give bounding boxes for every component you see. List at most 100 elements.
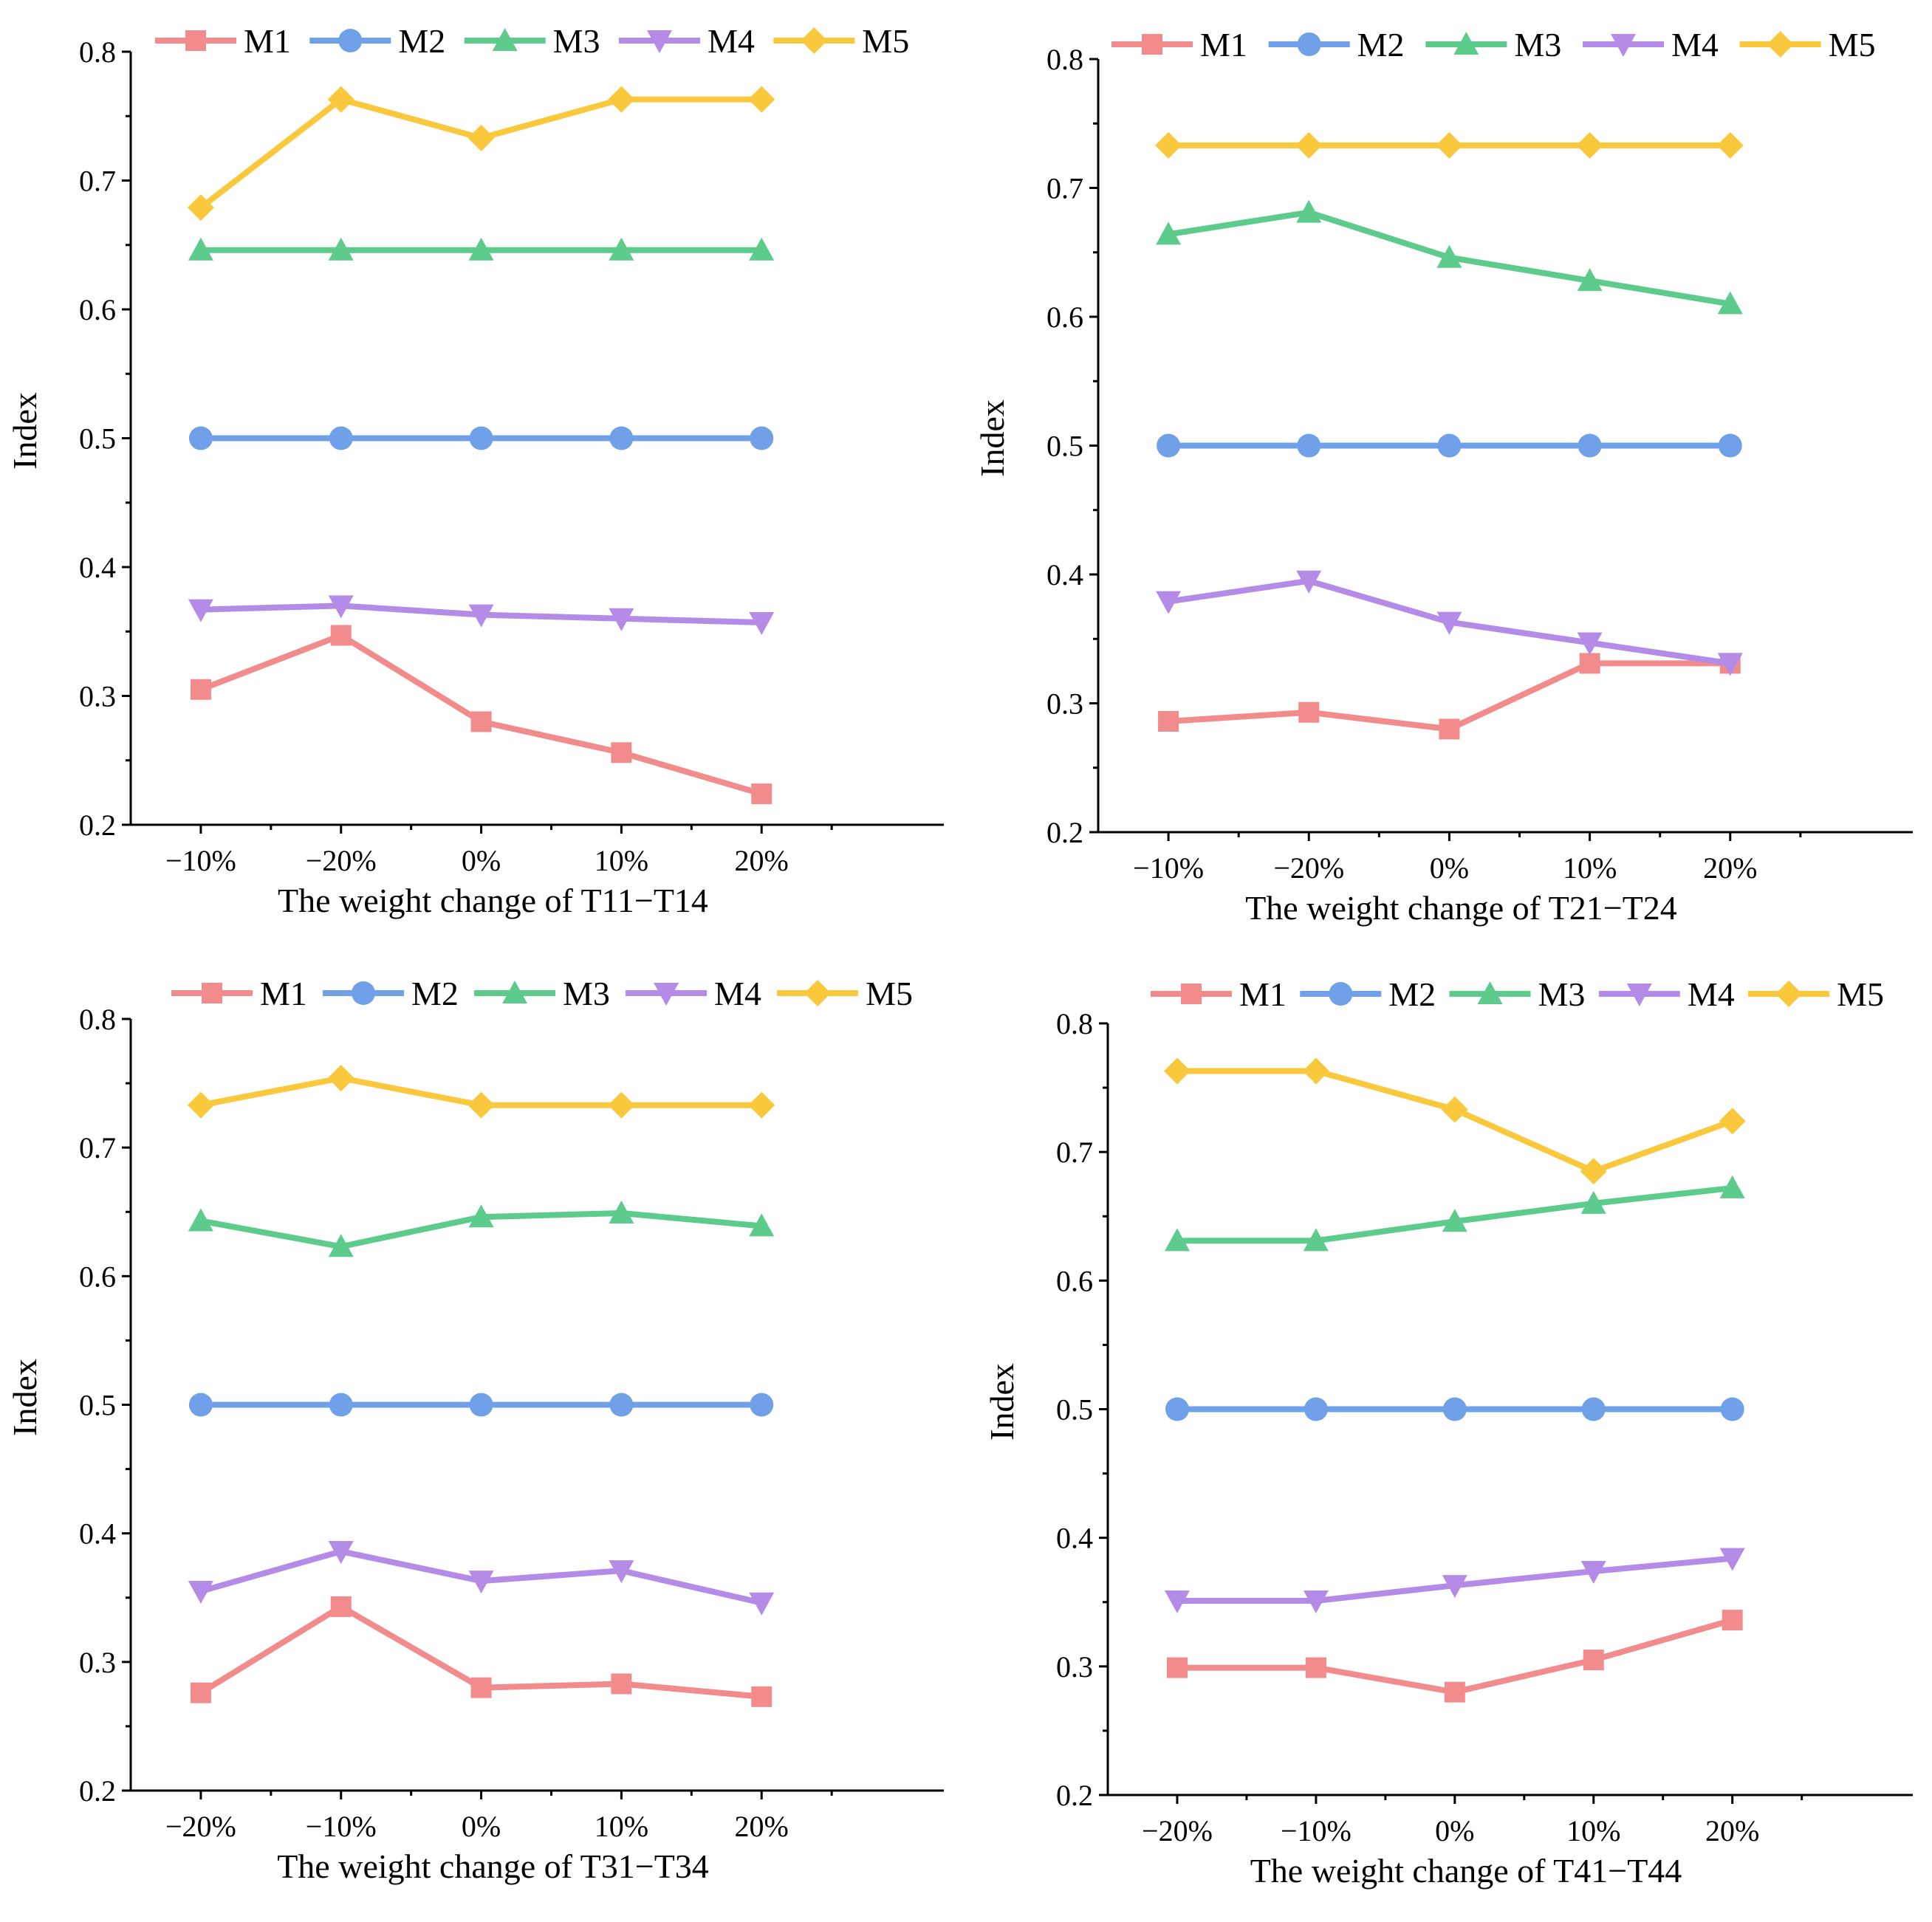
legend-label-M4: M4 [714, 975, 761, 1012]
y-tick-label: 0.4 [79, 551, 116, 584]
data-point-M2 [609, 1393, 634, 1417]
data-point-M2 [329, 426, 353, 450]
data-point-M4 [749, 1592, 775, 1616]
y-axis-title: Index [6, 392, 44, 470]
data-point-M1 [751, 783, 773, 805]
data-point-M5 [1155, 131, 1182, 159]
series-M1 [190, 1596, 773, 1707]
y-tick-label: 0.5 [1056, 1393, 1093, 1427]
data-point-M4 [1719, 1548, 1745, 1571]
y-axis-title: Index [6, 1359, 44, 1436]
legend-label-M2: M2 [398, 22, 445, 60]
series-M4 [188, 595, 775, 636]
legend-marker-M3 [502, 981, 528, 1003]
data-point-M3 [1580, 1190, 1606, 1214]
data-point-M1 [611, 1673, 632, 1695]
x-axis-title: The weight change of T41−T44 [1250, 1852, 1682, 1890]
y-tick-label: 0.3 [1056, 1650, 1093, 1684]
x-tick-label: 20% [735, 1810, 789, 1843]
x-tick-label: −20% [165, 1810, 236, 1843]
legend-marker-M1 [202, 983, 222, 1003]
data-point-M5 [1302, 1057, 1329, 1085]
y-tick-label: 0.3 [1046, 687, 1083, 721]
x-tick-label: 0% [462, 844, 501, 877]
legend-marker-M4 [1610, 34, 1636, 57]
data-point-M5 [608, 86, 635, 113]
legend-marker-M1 [1142, 34, 1162, 55]
y-tick-label: 0.4 [1056, 1522, 1093, 1555]
data-point-M4 [468, 604, 494, 628]
x-tick-label: 20% [735, 844, 789, 877]
legend-label-M2: M2 [1357, 26, 1405, 64]
data-point-M3 [1303, 1228, 1329, 1252]
legend-label-M1: M1 [1239, 975, 1287, 1013]
legend: M1 M2 M3 M4 M5 [171, 975, 913, 1012]
data-point-M5 [467, 124, 495, 151]
data-point-M4 [609, 1560, 634, 1584]
legend-marker-M5 [1767, 31, 1794, 58]
data-point-M3 [188, 1208, 213, 1232]
chart-top-right: 0.2 0.3 0.4 0.5 0.6 0.7 0.8 −10% −20% 0% 10% 20% The… [973, 26, 1913, 927]
data-point-M3 [1436, 244, 1462, 268]
legend-marker-M4 [646, 30, 672, 53]
data-point-M3 [609, 237, 634, 261]
data-point-M5 [608, 1091, 635, 1119]
data-point-M5 [467, 1091, 495, 1119]
data-point-M3 [749, 237, 775, 261]
data-point-M1 [1158, 710, 1179, 732]
data-point-M5 [187, 194, 214, 222]
legend-marker-M5 [804, 980, 832, 1006]
data-point-M2 [329, 1393, 353, 1417]
data-point-M3 [1717, 291, 1743, 315]
series-line-M1 [1174, 1617, 1736, 1695]
data-point-M5 [1580, 1158, 1607, 1185]
legend-marker-M3 [492, 28, 518, 51]
data-point-M1 [1298, 701, 1320, 723]
data-point-M3 [1164, 1228, 1190, 1252]
legend-label-M4: M4 [708, 22, 755, 60]
data-point-M2 [1442, 1397, 1467, 1421]
legend-label-M1: M1 [260, 975, 307, 1012]
chart-bottom-left: 0.2 0.3 0.4 0.5 0.6 0.7 0.8 −20% −10% 0% 10% 20% The… [6, 975, 944, 1885]
y-tick-label: 0.3 [79, 1646, 116, 1679]
data-point-M3 [1577, 268, 1603, 292]
y-tick-label: 0.6 [79, 293, 116, 326]
series-M3 [188, 237, 775, 261]
data-point-M2 [188, 426, 213, 450]
data-point-M2 [750, 426, 774, 450]
data-point-M5 [748, 1091, 775, 1119]
y-tick-label: 0.6 [79, 1260, 116, 1293]
y-tick-label: 0.7 [79, 165, 116, 198]
x-tick-label: −10% [306, 1810, 377, 1843]
data-point-M1 [470, 711, 492, 732]
series-line-M5 [197, 96, 765, 211]
legend-marker-M2 [1329, 982, 1353, 1006]
legend-label-M5: M5 [862, 22, 909, 60]
legend-marker-M2 [352, 981, 376, 1005]
legend-label-M1: M1 [244, 22, 291, 60]
x-axis-title: The weight change of T31−T34 [277, 1847, 709, 1885]
data-point-M1 [611, 742, 632, 763]
data-point-M2 [750, 1393, 774, 1417]
y-axis-title: Index [983, 1363, 1021, 1441]
x-tick-label: 0% [1435, 1814, 1474, 1847]
data-point-M3 [188, 237, 213, 261]
y-tick-label: 0.4 [1046, 558, 1083, 591]
data-point-M3 [609, 1200, 634, 1223]
legend-label-M3: M3 [553, 22, 600, 60]
x-tick-label: 10% [1563, 851, 1617, 885]
legend-label-M1: M1 [1200, 26, 1247, 64]
data-point-M4 [1164, 1590, 1190, 1614]
data-point-M4 [328, 595, 354, 619]
series-M5 [187, 86, 775, 222]
data-point-M3 [328, 1234, 354, 1257]
y-tick-label: 0.8 [79, 35, 116, 69]
data-point-M3 [1156, 222, 1182, 245]
x-tick-label: 0% [1430, 851, 1469, 885]
legend-marker-M2 [1297, 32, 1321, 56]
legend-label-M3: M3 [563, 975, 610, 1012]
data-point-M5 [1576, 131, 1603, 159]
y-tick-label: 0.4 [79, 1517, 116, 1551]
data-point-M1 [1583, 1650, 1604, 1671]
